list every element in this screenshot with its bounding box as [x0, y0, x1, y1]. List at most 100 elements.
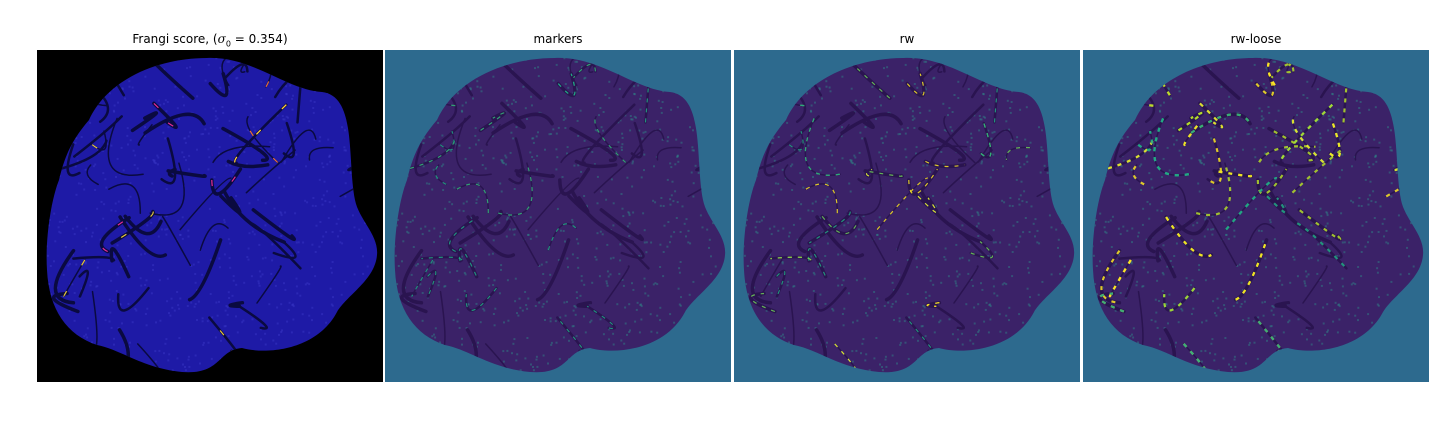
vessel — [280, 129, 317, 163]
rw-panel-title: rw — [899, 32, 915, 46]
vessel — [604, 265, 630, 304]
vessel — [509, 215, 540, 267]
vessel — [52, 291, 80, 314]
vessel-highlight — [1165, 216, 1212, 258]
vessel-highlight — [439, 130, 455, 151]
vessel-highlight — [557, 73, 576, 96]
sigma-subscript: 0 — [225, 39, 231, 49]
vessel-highlight — [993, 68, 1000, 123]
vessel — [66, 143, 81, 177]
vessel — [918, 57, 942, 87]
retina-region — [1092, 57, 1424, 373]
vessel-highlight — [449, 217, 478, 253]
vessel — [282, 121, 296, 159]
vessel-highlight — [1225, 177, 1278, 231]
vessel-highlight — [211, 168, 241, 195]
vessel-highlight — [865, 168, 873, 177]
vessel-highlight — [876, 177, 929, 230]
vessel-highlight — [808, 211, 851, 244]
vessel — [656, 146, 682, 161]
vessel-highlight — [1296, 222, 1348, 270]
rw-image — [734, 50, 1080, 382]
vessel-highlight — [804, 118, 841, 176]
vessel-highlight — [427, 270, 437, 297]
vessel-highlight — [908, 168, 938, 195]
vessel — [594, 116, 627, 164]
vessel — [1169, 214, 1209, 236]
vessel — [226, 159, 270, 169]
vessel — [840, 112, 903, 135]
vessel-highlight — [1268, 127, 1315, 162]
sigma-symbol: σ — [217, 32, 226, 46]
vessel-highlight — [421, 256, 463, 261]
vessel — [1284, 305, 1314, 330]
vessel — [199, 223, 229, 251]
vessel — [593, 149, 644, 194]
vessel — [948, 208, 993, 242]
vessel — [750, 248, 773, 305]
vessel — [219, 194, 242, 215]
vessel-highlight — [644, 68, 651, 123]
vessel-highlight — [547, 223, 577, 251]
vessel — [457, 246, 479, 279]
vessel — [53, 248, 76, 305]
vessel — [166, 169, 207, 179]
vessel — [806, 246, 828, 279]
retina-region — [743, 57, 1075, 373]
vessel — [569, 57, 593, 87]
vessel-highlight — [1235, 239, 1268, 301]
vessel — [805, 183, 839, 215]
vessel — [884, 238, 920, 302]
vessel-highlight — [1279, 103, 1334, 164]
vessel — [832, 57, 892, 100]
vessel — [458, 209, 503, 245]
vessel — [456, 183, 490, 215]
vessel-highlight — [1342, 67, 1350, 123]
vessel — [116, 286, 150, 312]
vessel — [108, 183, 142, 215]
vessel — [1274, 300, 1291, 309]
vessel — [977, 129, 1014, 163]
vessel — [400, 291, 428, 314]
vessel — [921, 63, 946, 79]
vessel-highlight — [586, 305, 616, 330]
vessel — [73, 115, 123, 158]
vessel — [1302, 265, 1328, 304]
vessel — [478, 111, 507, 133]
vessel — [238, 305, 268, 330]
rw-loose-image — [1083, 50, 1429, 382]
markers-svg — [385, 50, 731, 382]
vessel-highlight — [1255, 73, 1274, 97]
vessel — [953, 265, 979, 304]
vessel-highlight — [788, 130, 804, 151]
vessel — [1119, 115, 1169, 158]
frangi-title-value: = 0.354) — [230, 32, 288, 46]
vessel — [1098, 291, 1126, 314]
vessel — [570, 190, 634, 244]
vessel — [1155, 246, 1177, 279]
vessel-highlight — [111, 211, 154, 244]
vessel — [858, 215, 889, 267]
vessel — [1272, 159, 1316, 169]
vessel-highlight — [926, 302, 940, 307]
vessel-highlight — [776, 270, 786, 297]
vessel — [620, 240, 645, 260]
vessel-highlight — [1183, 124, 1199, 147]
markers-panel-title: markers — [533, 32, 583, 46]
vessel-highlight — [1285, 57, 1337, 74]
vessel — [272, 240, 297, 260]
vessel-highlight — [1329, 122, 1341, 159]
vessel — [558, 167, 591, 196]
vessel-highlight — [234, 104, 287, 164]
vessel — [813, 286, 847, 312]
vessel — [483, 57, 543, 100]
vessel-highlight — [970, 241, 993, 259]
vessel-highlight — [1005, 146, 1031, 160]
vessel — [228, 300, 245, 309]
vessel — [942, 149, 993, 194]
vessel — [919, 190, 983, 244]
vessel-highlight — [1270, 63, 1295, 79]
vessel — [1181, 57, 1241, 100]
vessel — [500, 101, 526, 129]
vessel-highlight — [153, 102, 177, 128]
